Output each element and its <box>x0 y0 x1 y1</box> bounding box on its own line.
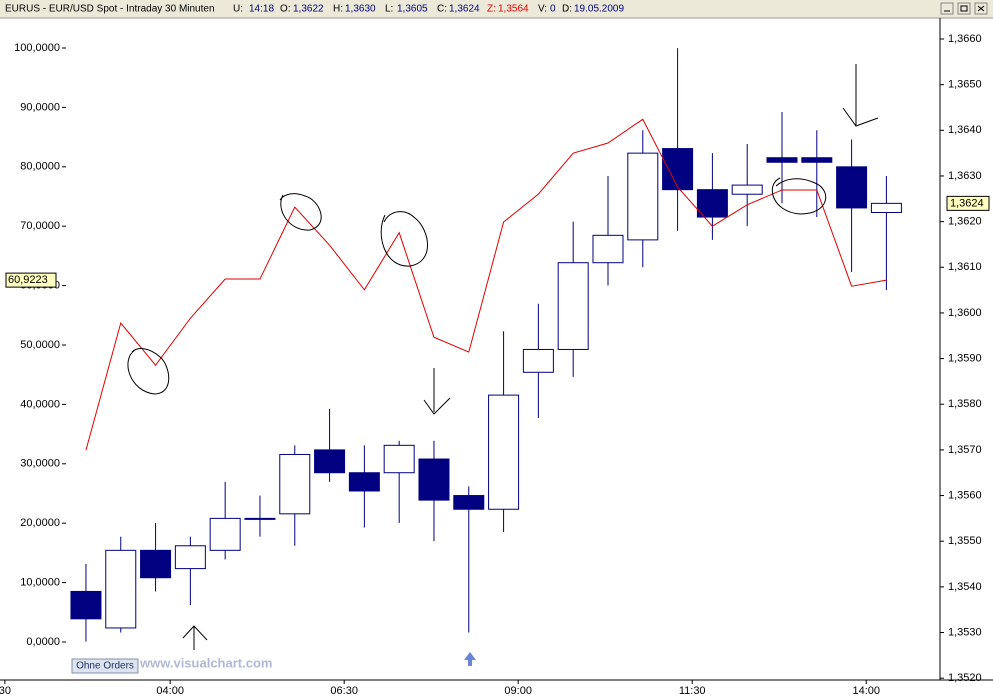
value: 1,3622 <box>293 4 324 15</box>
x-tick-label: 11:30 <box>679 685 706 697</box>
candle-body <box>105 549 137 629</box>
hand-annotations <box>127 64 879 650</box>
label: U: <box>233 4 243 15</box>
candle-body <box>174 545 206 570</box>
y2-tick-label: 1,3520 <box>948 672 982 684</box>
maximize-button[interactable] <box>957 2 971 15</box>
candle-body <box>522 348 554 373</box>
last-price-label: 1,3624 <box>950 197 984 209</box>
header-bar <box>0 0 993 18</box>
arrow-annotation <box>423 368 451 415</box>
last-indicator-label: 60,9223 <box>8 274 48 286</box>
label: C: <box>437 4 447 15</box>
candle-body <box>592 234 624 264</box>
y2-tick-label: 1,3550 <box>948 535 982 547</box>
y2-tick-label: 1,3540 <box>948 581 982 593</box>
candle-body <box>348 472 380 492</box>
label: V: <box>538 4 547 15</box>
value: 1,3605 <box>397 4 428 15</box>
y-tick-label: 50,0000 <box>20 339 60 351</box>
value: 19.05.2009 <box>574 4 624 15</box>
y2-tick-label: 1,3530 <box>948 626 982 638</box>
orders-button-label[interactable]: Ohne Orders <box>76 661 134 672</box>
candle-body <box>801 157 833 163</box>
y-tick-label: 40,0000 <box>20 398 60 410</box>
minimize-button[interactable] <box>940 2 954 15</box>
candle-body <box>731 184 763 195</box>
label: O: <box>280 4 291 15</box>
candle-body <box>453 495 485 510</box>
order-arrow <box>464 652 476 666</box>
candle-body <box>244 517 276 520</box>
y-tick-label: 10,0000 <box>20 576 60 588</box>
candle-body <box>557 262 589 350</box>
y-tick-label: 100,0000 <box>14 42 60 54</box>
label: L: <box>385 4 393 15</box>
candle-body <box>314 449 346 474</box>
y-tick-label: 70,0000 <box>20 220 60 232</box>
y-tick-label: 0,0000 <box>26 636 60 648</box>
candle-body <box>140 549 172 579</box>
circle-annotation <box>127 348 170 395</box>
y2-tick-label: 1,3640 <box>948 124 982 136</box>
candle-body <box>696 189 728 218</box>
candle-body <box>418 458 450 501</box>
candle-body <box>627 152 659 241</box>
value: 14:18 <box>249 4 274 15</box>
icon <box>960 5 968 12</box>
x-tick-label: 14:00 <box>852 685 880 697</box>
candle-body <box>279 453 311 515</box>
y2-tick-label: 1,3600 <box>948 307 982 319</box>
icon <box>977 5 985 12</box>
y2-tick-label: 1,3570 <box>948 444 982 456</box>
candle-body <box>383 444 415 474</box>
y2-tick-label: 1,3620 <box>948 216 982 228</box>
y2-tick-label: 1,3650 <box>948 79 982 91</box>
candle-body <box>70 590 102 620</box>
orders-button[interactable] <box>71 658 139 674</box>
y2-tick-label: 1,3610 <box>948 261 982 273</box>
y-tick-label: 30,0000 <box>20 458 60 470</box>
y2-tick-label: 1,3660 <box>948 33 982 45</box>
x-tick-label: 30 <box>0 685 11 697</box>
label: Z: <box>487 4 496 15</box>
candle-body <box>488 394 520 510</box>
value: 0 <box>550 4 556 15</box>
y-tick-label: 20,0000 <box>20 517 60 529</box>
y-tick-label: 80,0000 <box>20 161 60 173</box>
label: H: <box>333 4 343 15</box>
circle-annotation <box>771 177 827 215</box>
value: 1,3624 <box>449 4 480 15</box>
y2-tick-label: 1,3580 <box>948 398 982 410</box>
last-price-box <box>946 195 990 211</box>
symbol: EURUS - EUR/USD Spot - Intraday 30 Minut… <box>5 4 215 15</box>
value: 1,3630 <box>345 4 376 15</box>
candle-body <box>836 166 868 209</box>
last-indicator-box <box>5 272 57 288</box>
y2-tick-label: 1,3630 <box>948 170 982 182</box>
plot: 0,0000 10,0000 20,0000 30,0000 40,0000 50,000… <box>0 33 990 697</box>
value: 1,3564 <box>498 4 529 15</box>
x-tick-label: 04:00 <box>156 685 184 697</box>
header: EURUS - EUR/USD Spot - Intraday 30 Minut… <box>5 4 624 15</box>
candle-body <box>870 202 902 213</box>
candle-body <box>209 517 241 551</box>
y-tick-label: 90,0000 <box>20 101 60 113</box>
label: D: <box>562 4 572 15</box>
candle-body <box>766 157 798 163</box>
x-tick-label: 09:00 <box>504 685 532 697</box>
arrow-annotation <box>182 625 208 650</box>
watermark: www.visualchart.com <box>139 655 272 670</box>
window-buttons <box>940 2 988 15</box>
y2-tick-label: 1,3560 <box>948 489 982 501</box>
circle-annotation <box>279 193 322 231</box>
y2-tick-label: 1,3590 <box>948 352 982 364</box>
circle-annotation <box>380 211 428 267</box>
candle-body <box>662 148 694 191</box>
arrow-annotation <box>842 64 879 127</box>
x-tick-label: 06:30 <box>330 685 358 697</box>
indicator-line <box>85 118 887 451</box>
